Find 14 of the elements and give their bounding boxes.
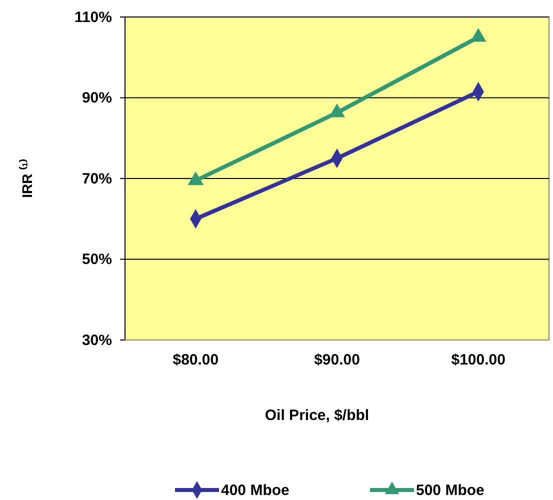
y-tick-label: 50% xyxy=(82,251,112,268)
point xyxy=(329,103,345,118)
point xyxy=(470,28,486,42)
x-tick-label: $90.00 xyxy=(314,352,360,369)
legend-label: 400 Mboe xyxy=(221,482,290,499)
x-tick-label: $100.00 xyxy=(451,352,506,369)
y-tick-label: 90% xyxy=(82,90,112,107)
y-tick-label: 70% xyxy=(82,170,112,188)
y-tick-label: 30% xyxy=(82,332,112,349)
x-tick-label: $80.00 xyxy=(172,352,219,369)
x-axis-title: Oil Price, $/bbl xyxy=(264,407,370,424)
y-tick-label: 110% xyxy=(74,8,112,26)
y-axis-title: IRR ⁽¹⁾ xyxy=(19,159,35,198)
legend-label: 500 Mboe xyxy=(416,482,484,499)
